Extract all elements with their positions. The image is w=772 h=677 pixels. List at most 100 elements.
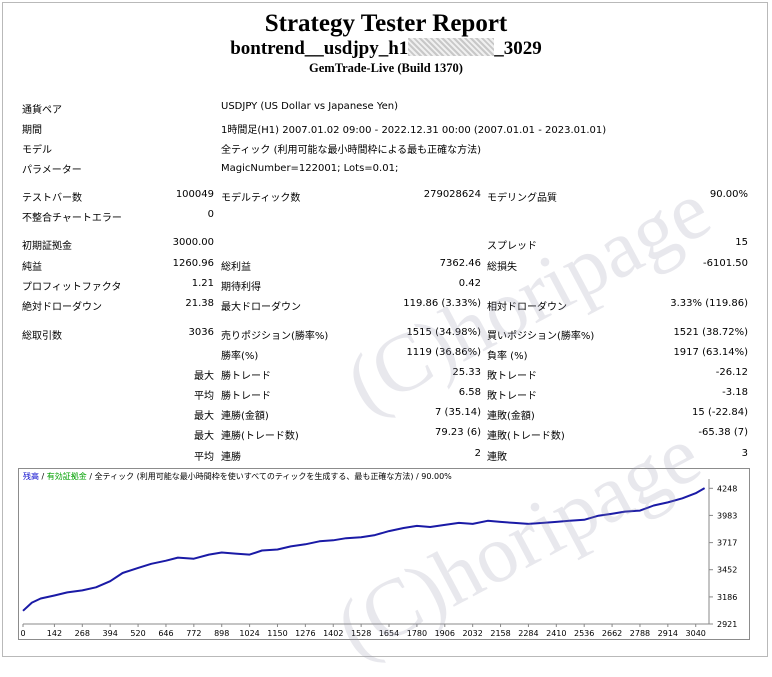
trades-label: 総取引数 [22, 331, 62, 342]
y-tick-label: 3717 [717, 539, 737, 548]
cons-win-amt-value: 7 (35.14) [435, 407, 481, 418]
x-tick-label: 1780 [407, 629, 427, 638]
deposit-value: 3000.00 [172, 237, 214, 248]
balance-chart: 残高 / 有効証拠金 / 全ティック (利用可能な最小時間枠を使いすべてのティッ… [18, 468, 750, 640]
x-tick-label: 2914 [658, 629, 678, 638]
x-tick-label: 2410 [546, 629, 566, 638]
chart-svg: 2921 3186 3452 3717 3983 4248 0 142 268 394 520 646… [20, 479, 737, 638]
payoff-value: 0.42 [458, 278, 481, 289]
cons-loss-cnt-label: 連敗(トレード数) [487, 431, 565, 442]
legend-sep-1: / [39, 472, 47, 481]
largest-loss-value: -26.12 [715, 367, 748, 378]
avg-win-label: 勝トレード [221, 391, 271, 402]
report-title: Strategy Tester Report [264, 10, 508, 37]
largest-win-value: 25.33 [452, 367, 481, 378]
short-value: 1515 (34.98%) [406, 327, 481, 338]
x-tick-label: 2158 [490, 629, 510, 638]
mismatch-label: 不整合チャートエラー [22, 213, 122, 224]
x-tick-label: 520 [130, 629, 145, 638]
info-label-symbol: 通貨ペア [22, 105, 62, 116]
x-tick-label: 2032 [462, 629, 482, 638]
net-value: 1260.96 [172, 258, 214, 269]
max-dd-label: 最大ドローダウン [221, 302, 301, 313]
cons-loss-cnt-value: -65.38 (7) [698, 427, 748, 438]
cons-loss-amt-label: 連敗(金額) [487, 411, 535, 422]
net-label: 純益 [22, 262, 42, 273]
x-tick-label: 2662 [602, 629, 622, 638]
loss-rate-label: 負率 (%) [487, 351, 528, 362]
avg-cons-win-value: 2 [474, 448, 481, 459]
info-label-period: 期間 [22, 125, 42, 136]
y-tick-label: 3186 [717, 593, 737, 602]
trades-value: 3036 [188, 327, 214, 338]
avg-loss-value: -3.18 [722, 387, 748, 398]
y-tick-label: 2921 [717, 620, 737, 629]
x-tick-label: 1150 [267, 629, 287, 638]
cons-win-amt-label: 連勝(金額) [221, 411, 269, 422]
x-tick-label: 268 [75, 629, 90, 638]
x-tick-label: 3040 [686, 629, 706, 638]
x-tick-label: 898 [214, 629, 229, 638]
gross-loss-label: 総損失 [487, 262, 517, 273]
x-tick-label: 1402 [323, 629, 343, 638]
quality-value: 90.00% [709, 189, 748, 200]
x-tick-label: 1528 [351, 629, 371, 638]
x-tick-label: 2788 [630, 629, 650, 638]
gross-profit-value: 7362.46 [439, 258, 481, 269]
ea-name: bontrend__usdjpy_h1 _3029 [0, 38, 772, 60]
win-rate-value: 1119 (36.86%) [406, 347, 481, 358]
chart-legend: 残高 / 有効証拠金 / 全ティック (利用可能な最小時間枠を使いすべてのティッ… [23, 471, 452, 482]
win-rate-label: 勝率(%) [221, 351, 259, 362]
ticks-value: 279028624 [423, 189, 481, 200]
x-tick-label: 142 [47, 629, 62, 638]
info-value-symbol: USDJPY (US Dollar vs Japanese Yen) [221, 101, 399, 112]
avg-word-2: 平均 [194, 452, 214, 463]
info-value-period: 1時間足(H1) 2007.01.02 09:00 - 2022.12.31 0… [221, 125, 607, 136]
avg-cons-loss-label: 連敗 [487, 452, 507, 463]
long-label: 買いポジション(勝率%) [487, 331, 595, 342]
ea-name-suffix: _3029 [494, 38, 542, 59]
abs-dd-value: 21.38 [185, 298, 214, 309]
avg-word-1: 平均 [194, 391, 214, 402]
info-value-params: MagicNumber=122001; Lots=0.01; [221, 163, 399, 174]
info-label-model: モデル [22, 145, 52, 156]
server-name: GemTrade-Live (Build 1370) [309, 61, 463, 75]
gross-loss-value: -6101.50 [703, 258, 748, 269]
rel-dd-value: 3.33% (119.86) [670, 298, 748, 309]
quality-label: モデリング品質 [487, 193, 557, 204]
gross-profit-label: 総利益 [221, 262, 251, 273]
payoff-label: 期待利得 [221, 282, 261, 293]
avg-loss-label: 敗トレード [487, 391, 537, 402]
spread-label: スプレッド [487, 241, 537, 252]
deposit-label: 初期証拠金 [22, 241, 72, 252]
pf-label: プロフィットファクタ [22, 282, 122, 293]
x-tick-label: 1654 [379, 629, 399, 638]
bars-value: 100049 [175, 189, 214, 200]
x-tick-label: 1276 [295, 629, 315, 638]
largest-win-label: 勝トレード [221, 371, 271, 382]
bars-label: テストバー数 [22, 193, 82, 204]
mismatch-value: 0 [207, 209, 214, 220]
max-dd-value: 119.86 (3.33%) [403, 298, 481, 309]
short-label: 売りポジション(勝率%) [221, 331, 329, 342]
info-value-model: 全ティック (利用可能な最小時間枠による最も正確な方法) [221, 145, 482, 156]
ea-name-prefix: bontrend__usdjpy_h1 [230, 38, 409, 59]
long-value: 1521 (38.72%) [673, 327, 748, 338]
redacted-block [408, 38, 495, 56]
y-tick-label: 3983 [717, 511, 737, 520]
cons-win-cnt-value: 79.23 (6) [435, 427, 481, 438]
x-tick-label: 0 [20, 629, 25, 638]
ticks-label: モデルティック数 [221, 193, 301, 204]
avg-cons-loss-value: 3 [741, 448, 748, 459]
legend-model: 全ティック (利用可能な最小時間枠を使いすべてのティックを生成する、最も正確な方… [94, 472, 452, 481]
x-tick-label: 2284 [518, 629, 538, 638]
y-tick-label: 4248 [717, 484, 737, 493]
max-word-2: 最大 [194, 411, 214, 422]
x-tick-label: 1024 [239, 629, 259, 638]
info-label-params: パラメーター [22, 165, 82, 176]
y-tick-label: 3452 [717, 566, 737, 575]
report-frame [2, 2, 768, 657]
cons-loss-amt-value: 15 (-22.84) [692, 407, 748, 418]
avg-win-value: 6.58 [458, 387, 481, 398]
x-tick-label: 2536 [574, 629, 594, 638]
